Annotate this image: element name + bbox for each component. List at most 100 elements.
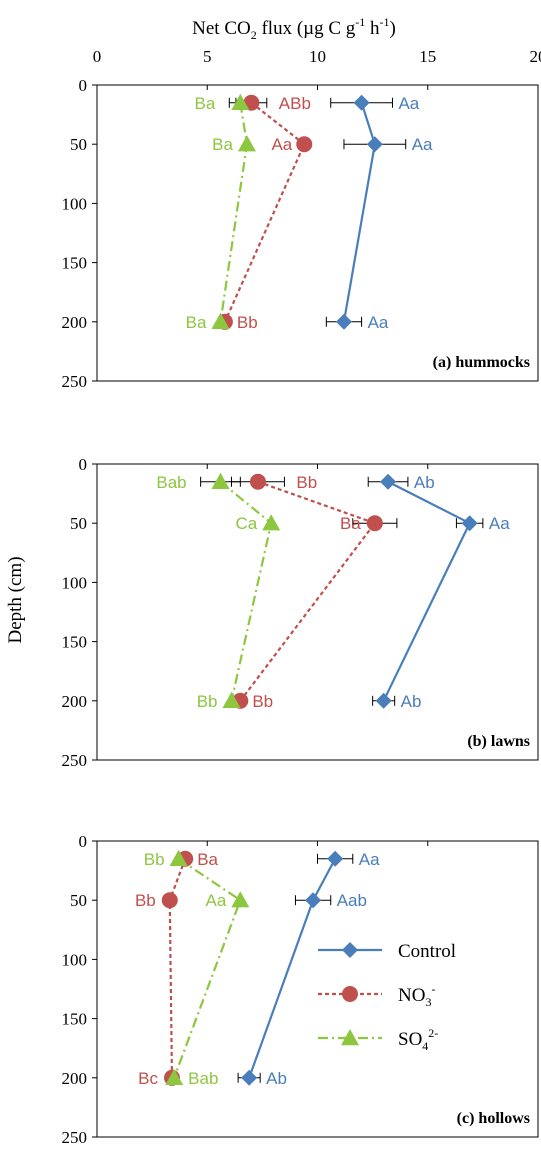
significance-label: Bb xyxy=(252,692,273,711)
y-tick-label: 250 xyxy=(62,751,88,770)
y-tick-label: 200 xyxy=(62,313,88,332)
data-point-so4 xyxy=(211,312,230,329)
x-tick-labels: 0 5 10 15 20 xyxy=(93,47,541,66)
x-axis-title: Net CO2 flux (µg C g-1 h-1) xyxy=(192,15,396,42)
significance-label: Ca xyxy=(235,514,257,533)
y-axis-title: Depth (cm) xyxy=(5,556,26,643)
significance-label: Ba xyxy=(186,313,207,332)
x-tick-label: 20 xyxy=(530,47,541,66)
series-line-control xyxy=(248,858,337,1079)
x-tick-label: 0 xyxy=(93,47,102,66)
data-point-so4 xyxy=(237,135,256,152)
x-tick-label: 15 xyxy=(419,47,436,66)
series-line-control xyxy=(382,480,472,702)
data-point-control xyxy=(461,515,478,532)
data-point-no3 xyxy=(366,515,383,532)
panel: 0 50 100 150 200 250 Aa Aab Ab Ba Bb Bc Bb Aa Bab (c) h… xyxy=(62,832,539,1147)
y-tick-label: 0 xyxy=(79,832,88,851)
legend-entry-control: Control xyxy=(318,941,456,962)
significance-label: Aa xyxy=(412,135,433,154)
legend: Control NO3- SO42- xyxy=(318,941,456,1053)
y-tick-label: 200 xyxy=(62,1069,88,1088)
y-tick-label: 50 xyxy=(70,514,87,533)
significance-label: Bb xyxy=(197,692,218,711)
panels: 0 50 100 150 200 250 Aa Aa Aa ABb Aa Bb Ba Ba Ba (a) hu… xyxy=(62,76,539,1147)
panel: 0 50 100 150 200 250 Aa Aa Aa ABb Aa Bb Ba Ba Ba (a) hu… xyxy=(62,76,539,391)
legend-label: Control xyxy=(398,941,456,962)
y-tick-label: 250 xyxy=(62,1128,88,1147)
x-tick-label: 10 xyxy=(309,47,326,66)
significance-label: Aa xyxy=(271,135,292,154)
panel-label: (c) hollows xyxy=(457,1110,530,1127)
y-tick-label: 100 xyxy=(62,950,88,969)
y-tick-label: 200 xyxy=(62,692,88,711)
y-tick-label: 100 xyxy=(62,573,88,592)
y-tick-label: 150 xyxy=(62,254,88,273)
data-point-so4 xyxy=(169,849,188,866)
significance-label: Aa xyxy=(206,891,227,910)
y-tick-label: 100 xyxy=(62,194,88,213)
data-point-control xyxy=(241,1069,258,1086)
series-line-no3 xyxy=(168,858,187,1078)
data-point-so4 xyxy=(165,1068,184,1085)
data-point-so4 xyxy=(222,691,241,708)
data-point-no3 xyxy=(161,892,178,909)
significance-label: Bb xyxy=(237,313,258,332)
data-point-control xyxy=(305,892,322,909)
data-point-control xyxy=(335,313,352,330)
significance-label: Aa xyxy=(368,313,389,332)
data-point-so4 xyxy=(211,472,230,489)
panel-frame xyxy=(96,84,539,382)
legend-marker-so4 xyxy=(341,1029,359,1046)
data-point-so4 xyxy=(262,514,281,531)
y-tick-label: 50 xyxy=(70,135,87,154)
data-point-control xyxy=(327,850,344,867)
data-point-so4 xyxy=(231,891,250,908)
data-point-control xyxy=(380,473,397,490)
significance-label: Ab xyxy=(266,1069,287,1088)
panel-label: (b) lawns xyxy=(467,733,530,750)
panel: 0 50 100 150 200 250 Ab Aa Ab Bb Ba Bb Bab Ca Bb (b) la… xyxy=(62,455,539,770)
data-point-no3 xyxy=(296,136,313,153)
data-point-control xyxy=(375,692,392,709)
significance-label: Bb xyxy=(135,891,156,910)
significance-label: Ba xyxy=(195,94,216,113)
y-tick-label: 50 xyxy=(70,891,87,910)
legend-marker-control xyxy=(342,942,358,958)
significance-label: Aab xyxy=(337,891,367,910)
data-point-no3 xyxy=(249,473,266,490)
series-line-no3 xyxy=(223,101,306,323)
significance-label: Bb xyxy=(296,473,317,492)
significance-label: ABb xyxy=(279,94,311,113)
legend-entry-so4: SO42- xyxy=(318,1026,438,1053)
significance-label: Bab xyxy=(156,473,186,492)
data-point-control xyxy=(353,94,370,111)
x-tick-label: 5 xyxy=(203,47,212,66)
series-line-control xyxy=(342,102,376,322)
significance-label: Aa xyxy=(398,94,419,113)
significance-label: Ab xyxy=(401,692,422,711)
panel-frame xyxy=(96,840,539,1138)
y-tick-label: 250 xyxy=(62,372,88,391)
significance-label: Bc xyxy=(138,1069,158,1088)
significance-label: Bb xyxy=(144,850,165,869)
y-tick-label: 0 xyxy=(79,76,88,95)
significance-label: Ab xyxy=(414,473,435,492)
significance-label: Bab xyxy=(188,1069,218,1088)
significance-label: Aa xyxy=(359,850,380,869)
significance-label: Ba xyxy=(212,135,233,154)
significance-label: Aa xyxy=(489,514,510,533)
significance-label: Ba xyxy=(197,850,218,869)
legend-label: SO42- xyxy=(398,1026,438,1053)
y-tick-label: 150 xyxy=(62,1010,88,1029)
y-tick-label: 150 xyxy=(62,633,88,652)
panel-label: (a) hummocks xyxy=(433,354,530,371)
legend-marker-no3 xyxy=(342,986,358,1002)
significance-label: Ba xyxy=(340,514,361,533)
data-point-so4 xyxy=(231,93,250,110)
data-point-control xyxy=(366,136,383,153)
panel-frame xyxy=(96,463,539,761)
legend-entry-no3: NO3- xyxy=(318,982,435,1009)
legend-label: NO3- xyxy=(398,982,435,1009)
